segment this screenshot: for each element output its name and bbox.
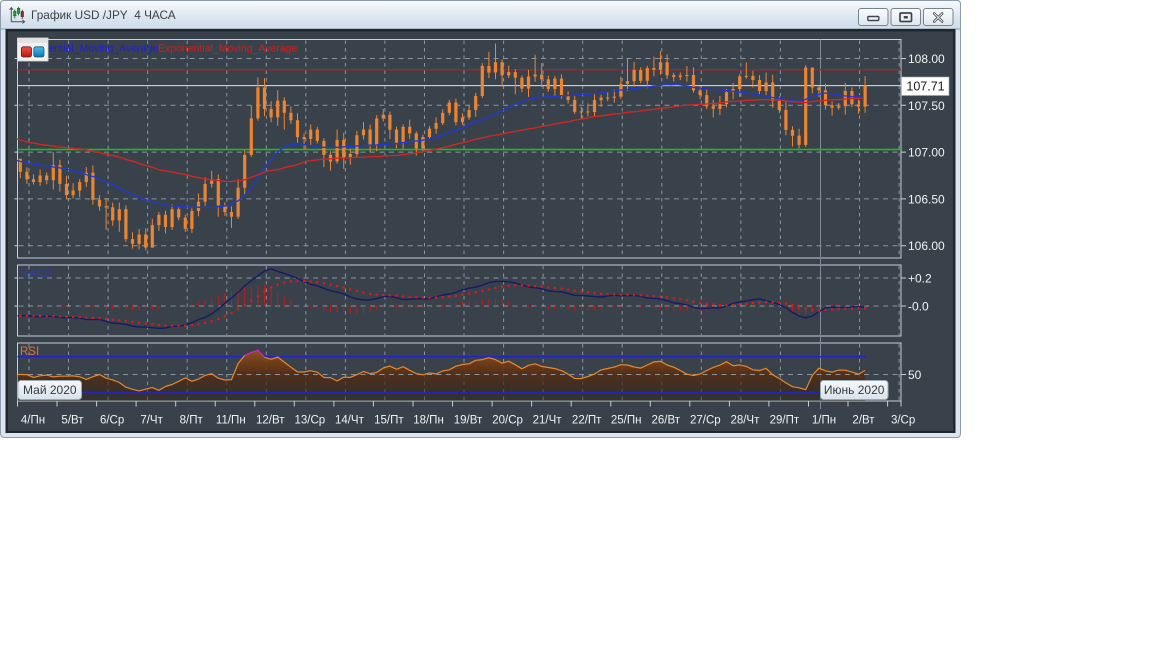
- svg-text:22/Пт: 22/Пт: [572, 415, 602, 427]
- svg-text:21/Чт: 21/Чт: [533, 415, 563, 427]
- svg-text:Exponential_Moving_Average: Exponential_Moving_Average: [158, 43, 297, 55]
- svg-text:15/Пт: 15/Пт: [374, 415, 404, 427]
- svg-text:Июнь 2020: Июнь 2020: [824, 383, 885, 397]
- svg-text:28/Чт: 28/Чт: [730, 415, 760, 427]
- svg-text:108.00: 108.00: [908, 52, 945, 66]
- svg-text:1/Пн: 1/Пн: [812, 415, 836, 427]
- svg-text:27/Ср: 27/Ср: [690, 415, 721, 427]
- svg-text:График USD /JPY 4 ЧАСА: График USD /JPY 4 ЧАСА: [31, 8, 176, 22]
- svg-text:107.71: 107.71: [906, 80, 944, 94]
- svg-text:107.50: 107.50: [908, 99, 945, 113]
- svg-text:-0.0: -0.0: [908, 300, 929, 314]
- svg-text:8/Пт: 8/Пт: [180, 415, 204, 427]
- svg-text:14/Чт: 14/Чт: [335, 415, 365, 427]
- svg-text:26/Вт: 26/Вт: [652, 415, 681, 427]
- svg-text:13/Ср: 13/Ср: [294, 415, 325, 427]
- svg-text:50: 50: [908, 368, 922, 382]
- svg-text:107.00: 107.00: [908, 146, 945, 160]
- svg-text:RSI: RSI: [20, 346, 39, 358]
- svg-text:Май 2020: Май 2020: [23, 383, 77, 397]
- svg-text:+0.2: +0.2: [908, 272, 932, 286]
- svg-text:29/Пт: 29/Пт: [770, 415, 800, 427]
- svg-text:MACD: MACD: [20, 268, 52, 280]
- svg-text:4/Пн: 4/Пн: [21, 415, 45, 427]
- svg-text:2/Вт: 2/Вт: [852, 415, 875, 427]
- svg-text:18/Пн: 18/Пн: [413, 415, 444, 427]
- svg-text:ential_Moving_Average: ential_Moving_Average: [49, 43, 159, 55]
- svg-text:19/Вт: 19/Вт: [454, 415, 483, 427]
- svg-text:3/Ср: 3/Ср: [891, 415, 915, 427]
- svg-text:11/Пн: 11/Пн: [216, 415, 246, 427]
- svg-text:12/Вт: 12/Вт: [256, 415, 285, 427]
- svg-text:20/Ср: 20/Ср: [492, 415, 523, 427]
- svg-text:106.00: 106.00: [908, 239, 945, 253]
- svg-text:6/Ср: 6/Ср: [100, 415, 124, 427]
- svg-text:25/Пн: 25/Пн: [611, 415, 642, 427]
- svg-text:7/Чт: 7/Чт: [140, 415, 163, 427]
- svg-text:5/Вт: 5/Вт: [61, 415, 84, 427]
- svg-text:106.50: 106.50: [908, 192, 945, 206]
